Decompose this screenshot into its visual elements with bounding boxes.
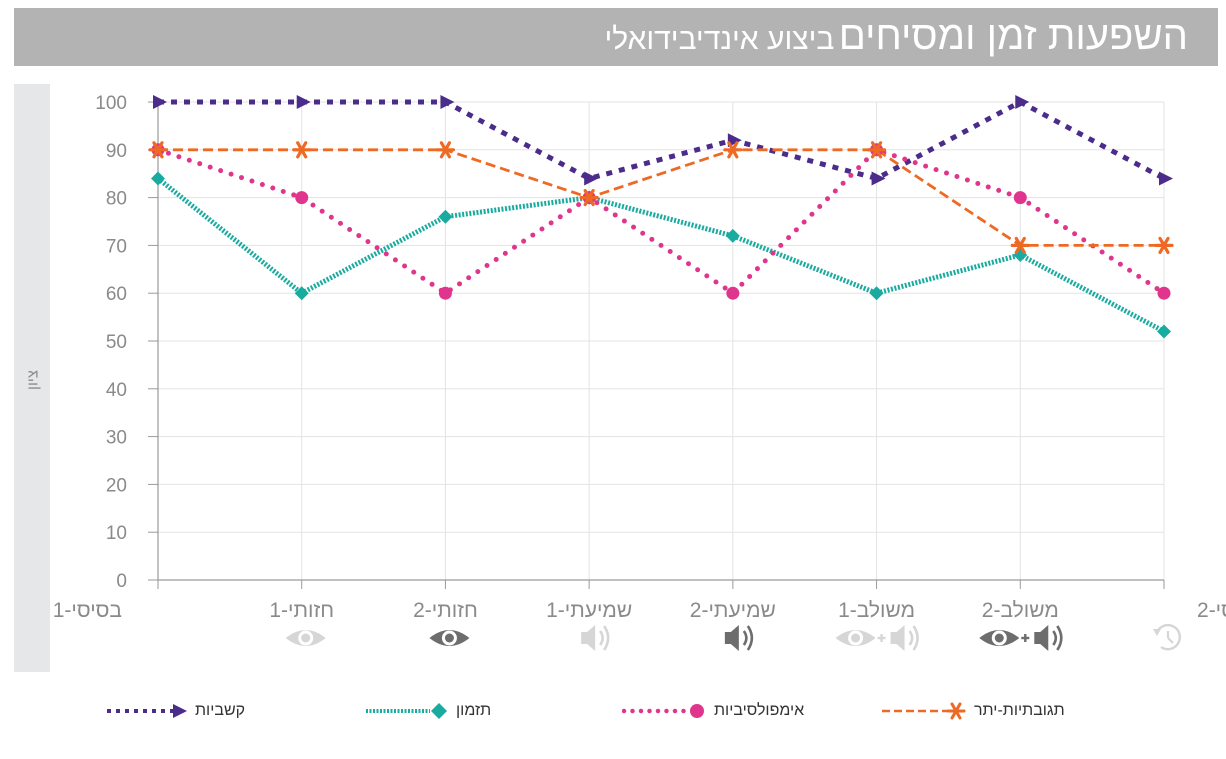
marker-impulsiviut <box>295 191 309 205</box>
y-tick-label: 60 <box>106 284 127 305</box>
marker-tizmun <box>294 286 309 301</box>
marker-tizmun <box>725 228 740 243</box>
marker-overreact <box>292 141 312 159</box>
legend-item-overreact: תגובתיות-יתר <box>880 696 1065 726</box>
title-sub: ביצוע אינדיבידואלי <box>604 23 835 56</box>
chart-title: השפעות זמן ומסיחים ביצוע אינדיבידואלי <box>604 14 1188 59</box>
marker-overreact <box>1154 236 1174 254</box>
y-tick-label: 50 <box>106 332 127 353</box>
series-line-tizmun <box>156 176 1166 334</box>
legend-label-kashvut: קשביות <box>195 702 246 719</box>
marker-tizmun <box>438 209 453 224</box>
legend-item-tizmun: תזמון <box>364 696 491 726</box>
x-tick-label: בסיסי-2 <box>1197 599 1226 622</box>
eye-icon <box>429 630 470 646</box>
y-tick-label: 90 <box>106 141 127 162</box>
marker-overreact <box>435 141 456 159</box>
marker-overreact <box>148 141 168 159</box>
marker-impulsiviut <box>438 286 452 300</box>
y-tick-label: 30 <box>106 428 127 449</box>
marker-kashvut <box>153 95 167 109</box>
marker-impulsiviut <box>1157 286 1171 300</box>
legend-swatch-impulsiviut <box>622 704 704 718</box>
legend-swatch-tizmun <box>366 703 447 719</box>
marker-tizmun <box>869 286 884 301</box>
marker-kashvut <box>727 133 742 148</box>
legend-item-kashvut: קשביות <box>105 696 245 726</box>
title-main: השפעות זמן ומסיחים <box>838 14 1188 58</box>
legend-label-overreact: תגובתיות-יתר <box>974 702 1065 719</box>
y-axis-panel <box>14 84 50 672</box>
marker-kashvut <box>584 171 599 186</box>
legend-swatch-kashvut <box>107 704 187 718</box>
marker-kashvut <box>1015 95 1030 109</box>
speaker-icon <box>724 625 754 651</box>
y-tick-label: 70 <box>106 236 127 257</box>
y-tick-label: 10 <box>106 523 127 544</box>
speaker-icon <box>581 625 610 651</box>
legend-label-impulsiviut: אימפולסיביות <box>714 702 805 719</box>
eye-icon <box>285 630 326 646</box>
marker-overreact <box>1010 236 1030 254</box>
marker-kashvut <box>1159 171 1173 186</box>
line-chart: 0 10 20 30 40 50 60 70 80 90 100 בסיסי-1 חזותי-1 חזות… <box>53 93 1226 651</box>
marker-overreact <box>579 189 599 207</box>
marker-kashvut <box>440 95 455 109</box>
marker-tizmun <box>151 171 165 186</box>
y-tick-label: 0 <box>116 571 127 592</box>
title-bar: השפעות זמן ומסיחים ביצוע אינדיבידואלי <box>14 8 1218 66</box>
clock-icon <box>1153 623 1181 651</box>
x-tick-label: חזותי-1 <box>269 599 334 622</box>
marker-overreact <box>723 141 743 159</box>
x-tick-label: משולב-1 <box>838 599 915 622</box>
y-tick-label: 40 <box>106 380 127 401</box>
y-tick-label: 80 <box>106 189 127 210</box>
legend-label-tizmun: תזמון <box>456 702 492 719</box>
eye-speaker-icon <box>835 625 919 651</box>
y-tick-label: 20 <box>106 475 127 496</box>
x-tick-label: שמיעתי-1 <box>546 599 632 622</box>
series-line-overreact <box>158 148 1164 247</box>
x-tick-label: שמיעתי-2 <box>690 599 776 622</box>
marker-overreact <box>866 141 887 159</box>
x-tick-label: חזותי-2 <box>413 599 478 622</box>
legend-item-impulsiviut: אימפולסיביות <box>622 696 804 726</box>
series-line-impulsiviut <box>155 147 1167 296</box>
marker-impulsiviut <box>1013 191 1027 205</box>
y-tick-label: 100 <box>95 93 127 114</box>
legend: קשביות תזמון אימפולסיביות תגובתיות-יתר <box>0 696 1226 726</box>
x-tick-label: משולב-2 <box>982 599 1059 622</box>
series-line-kashvut <box>158 99 1166 181</box>
legend-swatch-overreact <box>882 702 966 720</box>
marker-impulsiviut <box>726 286 740 300</box>
marker-kashvut <box>296 95 311 109</box>
marker-kashvut <box>871 171 886 186</box>
eye-speaker-icon <box>979 625 1063 651</box>
x-tick-label: בסיסי-1 <box>53 599 122 622</box>
marker-tizmun <box>1157 324 1171 339</box>
